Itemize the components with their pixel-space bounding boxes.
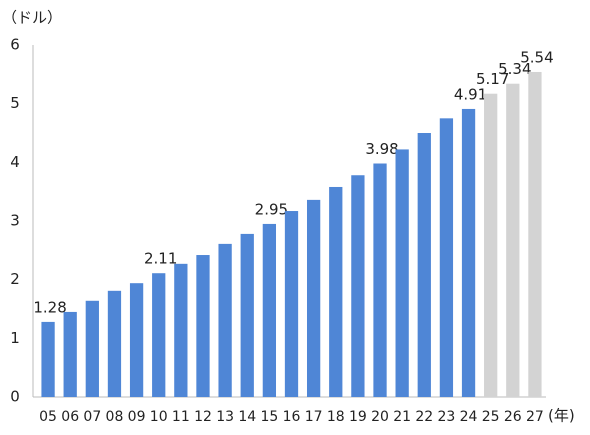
x-tick-label: 07 [83,409,101,425]
x-tick-label: 26 [504,409,522,425]
y-tick-label: 5 [10,94,20,112]
bar [107,290,122,397]
x-axis-unit: (年) [548,407,575,425]
bar [41,321,55,397]
x-tick-label: 20 [371,409,389,425]
bar [373,163,387,397]
bar [63,311,77,397]
x-tick-label: 27 [526,409,544,425]
x-tick-label: 10 [150,409,168,425]
x-tick-label: 19 [349,409,367,425]
value-label: 1.28 [33,298,66,316]
bar [528,71,542,397]
bar [218,243,232,397]
bar [240,233,254,397]
bar [439,118,454,397]
bar [506,83,520,397]
x-tick-label: 09 [128,409,146,425]
value-label: 2.11 [144,250,177,268]
x-tick-label: 06 [61,409,79,425]
x-tick-label: 05 [39,409,57,425]
bar [329,186,343,397]
x-tick-label: 17 [305,409,323,425]
value-label: 3.98 [365,140,398,158]
x-tick-label: 15 [260,409,278,425]
y-tick-label: 0 [10,388,20,406]
y-tick-label: 2 [10,270,20,288]
value-label: 5.54 [520,48,553,66]
bar [351,175,365,397]
x-tick-label: 22 [415,409,433,425]
value-label: 5.34 [498,60,531,78]
bar [174,263,188,397]
bar [417,133,431,397]
x-tick-label: 14 [238,409,256,425]
bar [306,199,321,397]
x-tick-label: 12 [194,409,212,425]
x-tick-label: 23 [437,409,455,425]
value-label: 5.17 [476,70,509,88]
bar [85,300,99,397]
x-tick-label: 11 [172,409,190,425]
bar [284,211,299,397]
bar [196,255,210,397]
bar [262,223,277,397]
bar [152,273,166,397]
x-tick-label: 18 [327,409,345,425]
bar [461,108,476,398]
x-tick-label: 08 [106,409,124,425]
y-tick-label: 3 [10,212,20,230]
value-label: 4.91 [454,85,487,103]
y-tick-label: 6 [10,36,20,54]
x-tick-label: 24 [460,409,478,425]
y-axis-unit: （ドル） [2,9,62,27]
y-tick-label: 4 [10,153,20,171]
bar [484,93,498,398]
y-tick-label: 1 [10,329,20,347]
value-label: 2.95 [255,200,288,218]
x-tick-label: 16 [283,409,301,425]
x-tick-label: 25 [482,409,500,425]
x-tick-label: 21 [393,409,411,425]
bar [395,149,409,397]
x-tick-label: 13 [216,409,234,425]
bar [129,283,144,397]
